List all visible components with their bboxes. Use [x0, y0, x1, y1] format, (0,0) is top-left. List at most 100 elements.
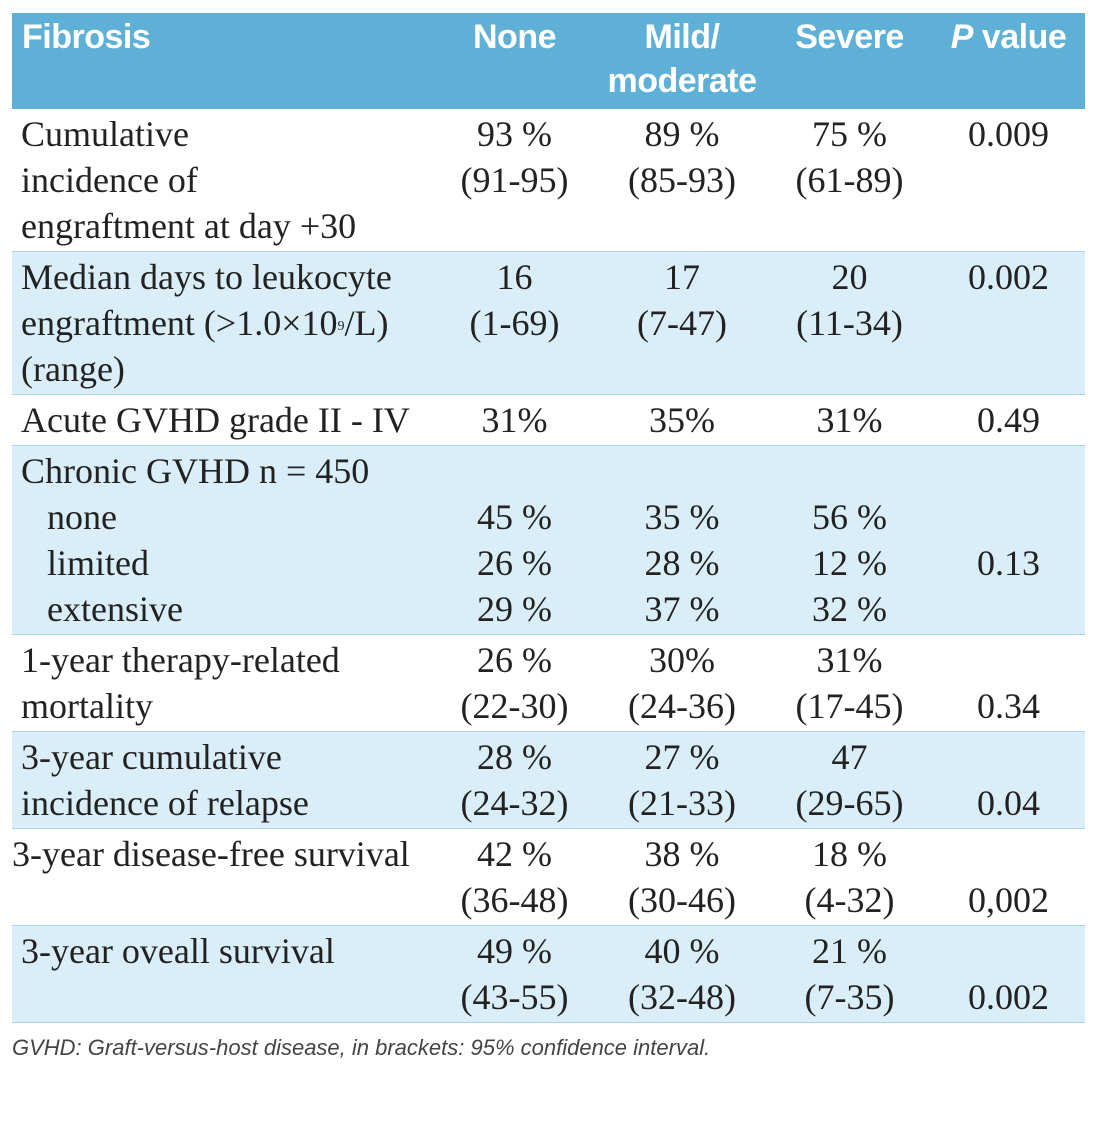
label-line: incidence of relapse: [21, 783, 309, 823]
cell-value: 26 %: [477, 543, 552, 583]
cell-value: 26 %: [477, 640, 552, 680]
cell-p: 0,002: [932, 828, 1085, 926]
row-label: 3-year cumulative incidence of relapse: [12, 731, 432, 829]
cell-none: 16 (1-69): [432, 251, 597, 395]
cell-ci: (29-65): [795, 783, 904, 823]
cell-severe: 56 % 12 % 32 %: [767, 445, 932, 635]
table-row: 3-year cumulative incidence of relapse 2…: [12, 731, 1085, 829]
cell-p: 0.002: [932, 251, 1085, 395]
label-line: Median days to leukocyte: [21, 257, 392, 297]
cell-ci: (85-93): [628, 160, 736, 200]
sub-label: none: [47, 497, 117, 537]
results-table: Fibrosis None Mild/ moderate Severe P va…: [12, 13, 1085, 1023]
header-p-rest: value: [972, 18, 1067, 56]
cell-value: 28 %: [477, 737, 552, 777]
cell-value: 27 %: [644, 737, 720, 777]
cell-ci: (21-33): [628, 783, 736, 823]
cell-value: 45 %: [477, 497, 552, 537]
cell-severe: 21 % (7-35): [767, 925, 932, 1023]
p-value: 0,002: [968, 880, 1049, 920]
cell-value: 37 %: [644, 589, 720, 629]
table-row: Median days to leukocyte engraftment (>1…: [12, 251, 1085, 395]
header-none: None: [432, 13, 597, 109]
sub-label: limited: [47, 543, 149, 583]
row-label: Acute GVHD grade II - IV: [12, 394, 432, 446]
cell-ci: (91-95): [460, 160, 569, 200]
p-value: 0.13: [977, 543, 1040, 583]
cell-p: 0.04: [932, 731, 1085, 829]
cell-value: 40 %: [644, 931, 720, 971]
cell-ci: (4-32): [804, 880, 895, 920]
cell-severe: 75 % (61-89): [767, 109, 932, 252]
label-line: engraftment at day +30: [21, 206, 357, 246]
header-severe: Severe: [767, 13, 932, 109]
label-part: /L): [344, 303, 389, 343]
cell-value: 47: [831, 737, 868, 777]
p-value: 0.34: [977, 686, 1040, 726]
cell-p: 0.002: [932, 925, 1085, 1023]
cell-none: 93 % (91-95): [432, 109, 597, 252]
cell-value: 42 %: [477, 834, 552, 874]
superscript: 9: [337, 319, 345, 334]
cell-severe: 31%: [767, 394, 932, 446]
cell-none: 42 % (36-48): [432, 828, 597, 926]
cell-value: 16: [496, 257, 533, 297]
label-line: Cumulative: [21, 114, 189, 154]
label-part: engraftment (>1.0×10: [21, 303, 338, 343]
cell-mild: 27 % (21-33): [597, 731, 767, 829]
table-row: 1-year therapy-related mortality 26 % (2…: [12, 634, 1085, 732]
header-mild-moderate: Mild/ moderate: [597, 13, 767, 109]
cell-none: 31%: [432, 394, 597, 446]
cell-ci: (22-30): [460, 686, 569, 726]
label-line: Chronic GVHD n = 450: [21, 451, 370, 491]
cell-value: 28 %: [644, 543, 720, 583]
cell-value: 21 %: [812, 931, 887, 971]
cell-ci: (24-32): [460, 783, 569, 823]
label-line: 3-year cumulative: [21, 737, 282, 777]
row-label: 3-year disease-free survival: [12, 828, 432, 926]
cell-mild: 35%: [597, 394, 767, 446]
cell-mild: 30% (24-36): [597, 634, 767, 732]
label-line: (range): [21, 349, 125, 389]
cell-ci: (24-36): [628, 686, 736, 726]
header-fibrosis: Fibrosis: [12, 13, 432, 109]
cell-value: 93 %: [477, 114, 552, 154]
table-row: Acute GVHD grade II - IV 31% 35% 31% 0.4…: [12, 394, 1085, 446]
cell-p: 0.34: [932, 634, 1085, 732]
cell-none: 26 % (22-30): [432, 634, 597, 732]
cell-severe: 20 (11-34): [767, 251, 932, 395]
cell-ci: (7-35): [804, 977, 895, 1017]
cell-value: 32 %: [812, 589, 887, 629]
cell-severe: 47 (29-65): [767, 731, 932, 829]
label-line: 1-year therapy-related: [21, 640, 340, 680]
header-p-italic: P: [950, 18, 974, 56]
cell-value: 49 %: [477, 931, 552, 971]
cell-mild: 17 (7-47): [597, 251, 767, 395]
cell-ci: (43-55): [460, 977, 569, 1017]
cell-value: 20: [831, 257, 868, 297]
cell-value: 29 %: [477, 589, 552, 629]
cell-value: 17: [664, 257, 700, 297]
cell-value: 56 %: [812, 497, 887, 537]
cell-none: 28 % (24-32): [432, 731, 597, 829]
table-caption: GVHD: Graft-versus-host disease, in brac…: [12, 1035, 711, 1060]
row-label: Median days to leukocyte engraftment (>1…: [12, 251, 432, 395]
row-label: Chronic GVHD n = 450 none limited extens…: [12, 445, 432, 635]
label-line: mortality: [21, 686, 153, 726]
cell-severe: 18 % (4-32): [767, 828, 932, 926]
header-row: Fibrosis None Mild/ moderate Severe P va…: [12, 13, 1085, 109]
cell-value: 18 %: [812, 834, 887, 874]
row-label: 1-year therapy-related mortality: [12, 634, 432, 732]
table-row: Cumulative incidence of engraftment at d…: [12, 109, 1085, 252]
cell-value: 38 %: [644, 834, 720, 874]
sub-label: extensive: [47, 589, 183, 629]
cell-value: 35 %: [644, 497, 720, 537]
cell-ci: (7-47): [637, 303, 727, 343]
cell-p: 0.49: [932, 394, 1085, 446]
cell-value: 75 %: [812, 114, 887, 154]
cell-none: 49 % (43-55): [432, 925, 597, 1023]
cell-value: 89 %: [644, 114, 720, 154]
cell-mild: 40 % (32-48): [597, 925, 767, 1023]
header-p-value: P value: [932, 13, 1085, 109]
cell-none: 45 % 26 % 29 %: [432, 445, 597, 635]
